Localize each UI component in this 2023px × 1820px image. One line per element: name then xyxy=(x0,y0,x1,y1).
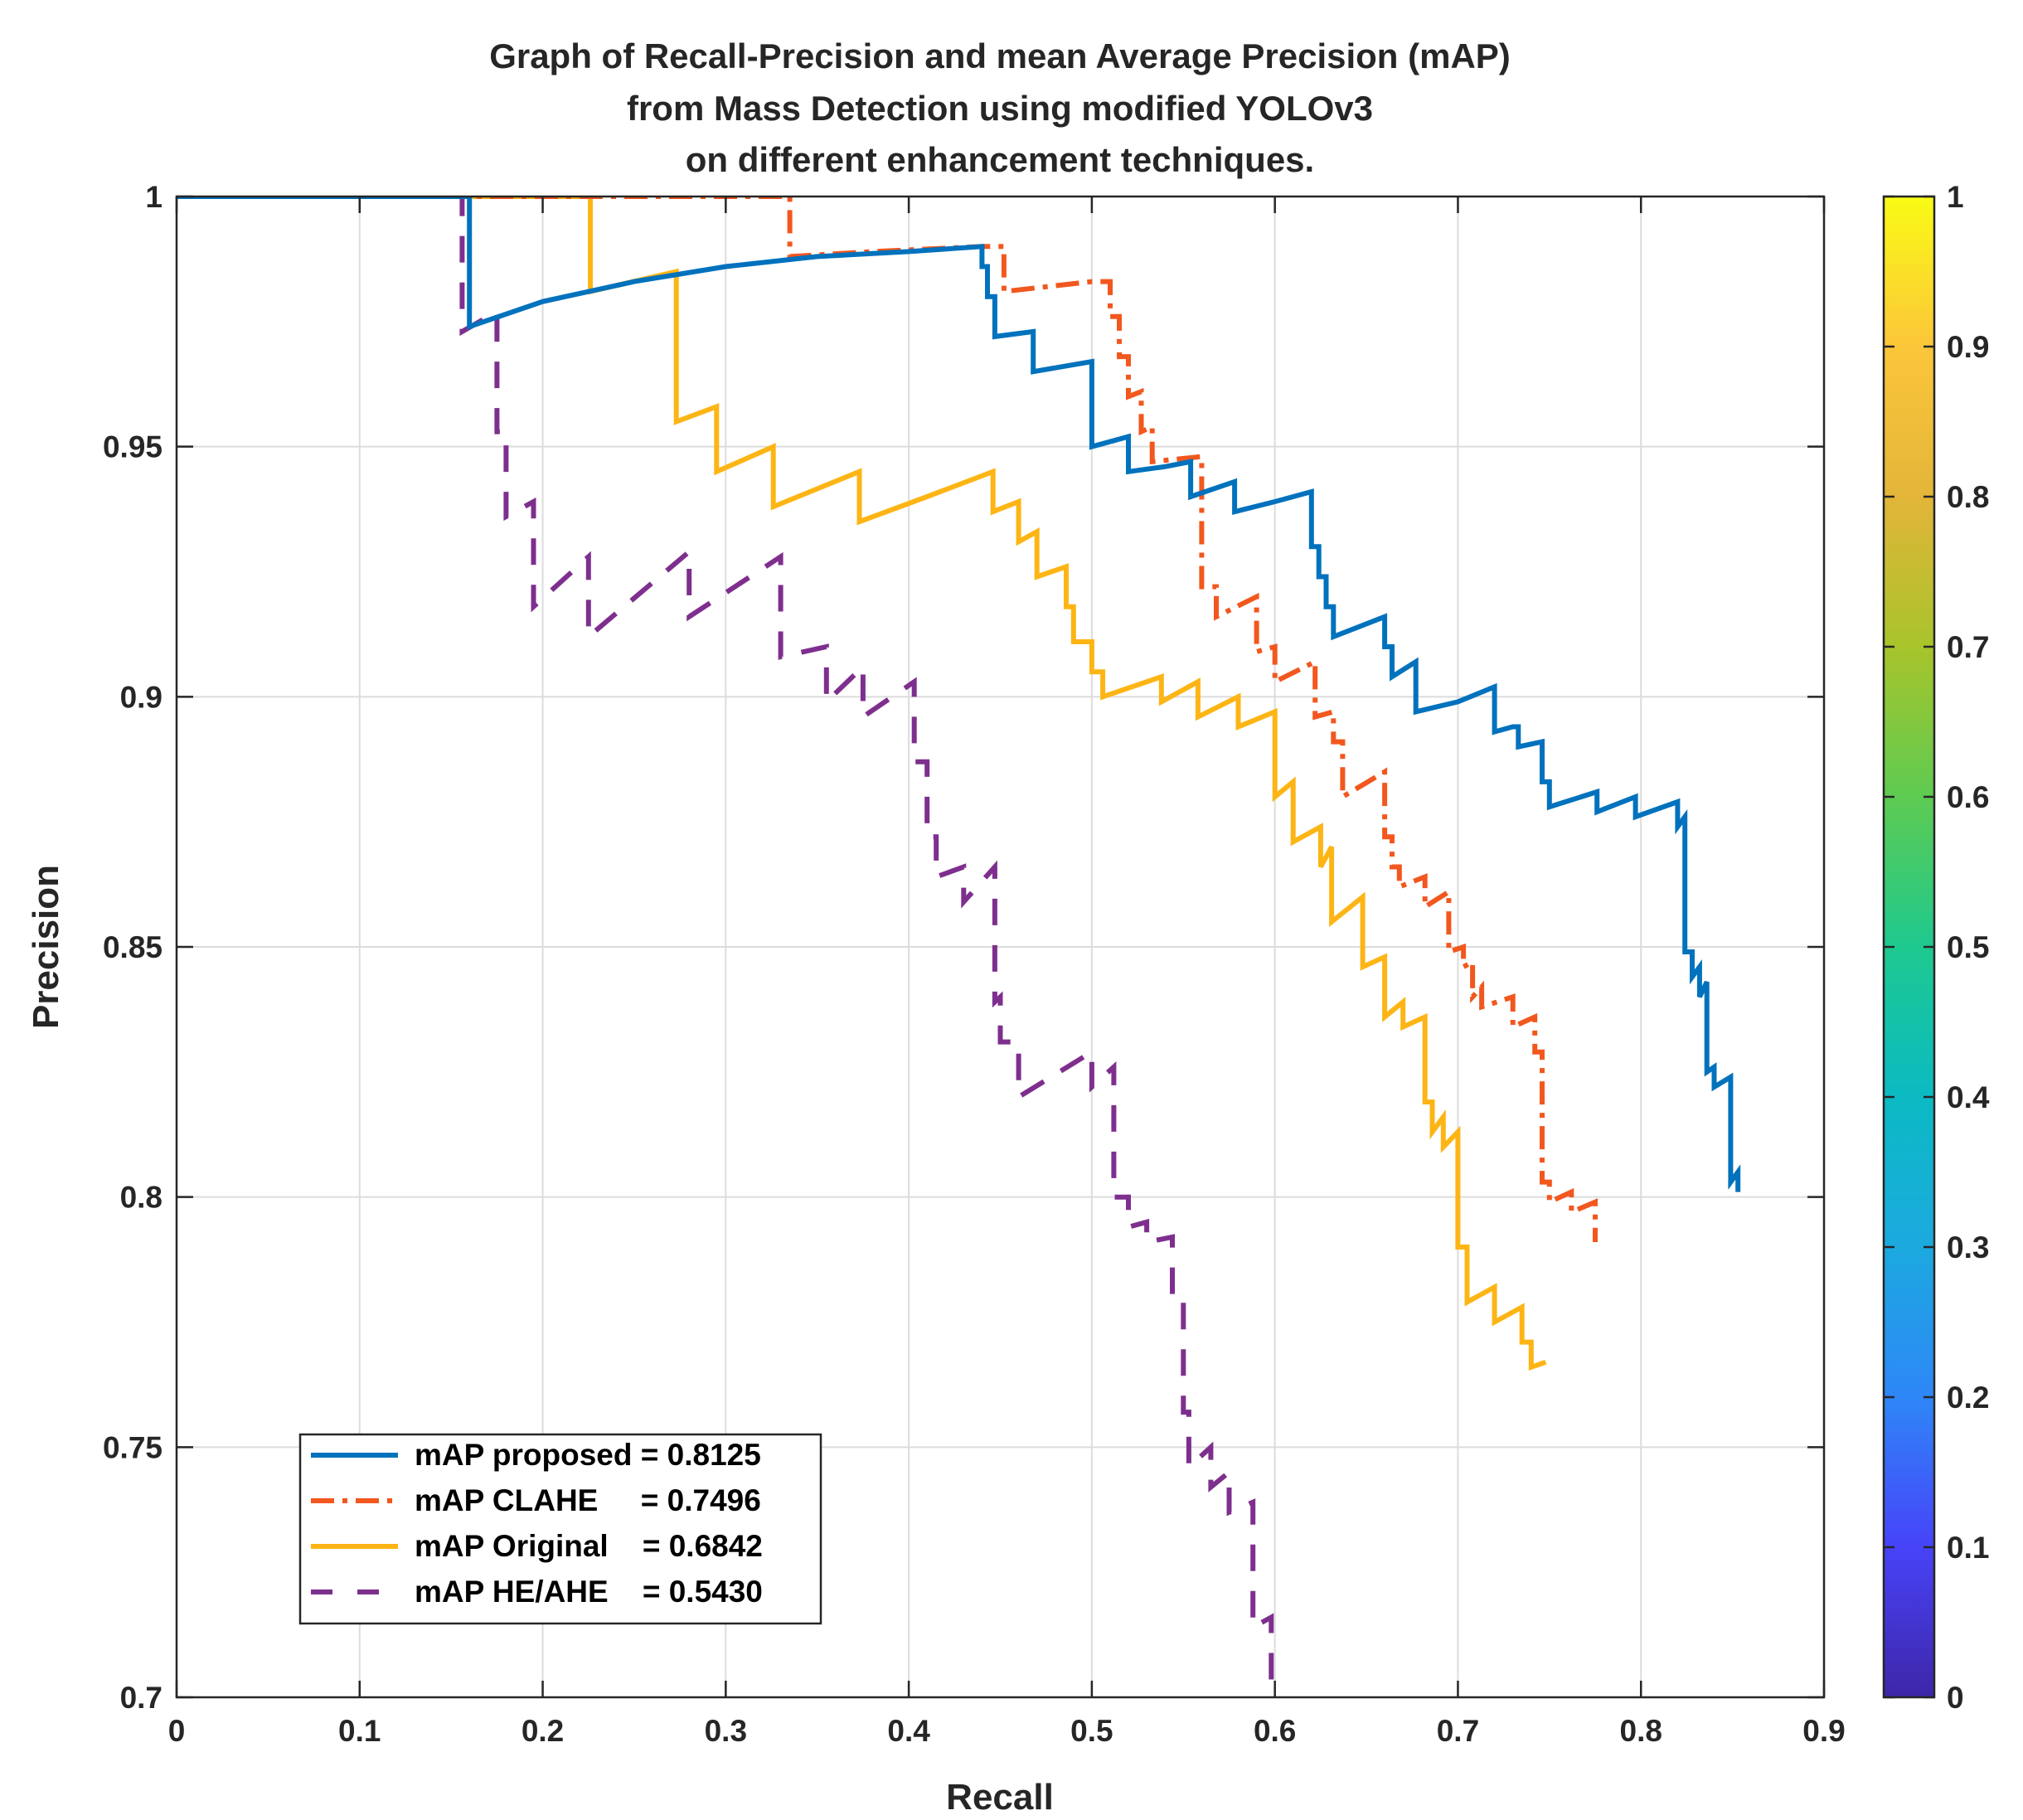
y-axis: 0.7 0.75 0.8 0.85 0.9 0.95 1 xyxy=(103,180,1824,1715)
series-line-3 xyxy=(177,197,1547,1371)
y-tick-label: 0.9 xyxy=(120,680,163,714)
x-tick-label: 0 xyxy=(168,1714,186,1748)
x-axis-label: Recall xyxy=(946,1777,1054,1818)
colorbar-tick-label: 0.8 xyxy=(1947,480,1989,514)
legend-label-2: mAP CLAHE = 0.7496 xyxy=(415,1483,761,1517)
colorbar-tick-label: 0 xyxy=(1947,1681,1964,1715)
colorbar-tick-label: 0.4 xyxy=(1947,1080,1990,1114)
x-tick-label: 0.9 xyxy=(1802,1714,1845,1748)
legend-label-3: mAP Original = 0.6842 xyxy=(415,1529,763,1563)
title-line-3: on different enhancement techniques. xyxy=(686,140,1314,179)
series-line-4 xyxy=(177,197,1274,1697)
series-layer xyxy=(177,197,1741,1697)
y-tick-label: 0.85 xyxy=(103,930,163,964)
legend-label-1: mAP proposed = 0.8125 xyxy=(415,1438,761,1472)
x-tick-label: 0.6 xyxy=(1254,1714,1296,1748)
legend-box xyxy=(298,1433,822,1625)
title-line-1: Graph of Recall-Precision and mean Avera… xyxy=(489,36,1511,75)
colorbar-tick-label: 0.2 xyxy=(1947,1381,1989,1415)
y-axis-label: Precision xyxy=(26,865,66,1029)
x-tick-label: 0.2 xyxy=(522,1714,564,1748)
series-line-1 xyxy=(177,197,1741,1192)
colorbar-tick-label: 0.7 xyxy=(1947,630,1989,664)
colorbar-tick-label: 0.5 xyxy=(1947,930,1989,964)
legend-label-4: mAP HE/AHE = 0.5430 xyxy=(415,1575,763,1609)
x-tick-label: 0.7 xyxy=(1437,1714,1479,1748)
x-axis: 0 0.1 0.2 0.3 0.4 0.5 0.6 0.7 0.8 0.9 xyxy=(168,197,1846,1748)
colorbar-tick-label: 0.3 xyxy=(1947,1230,1989,1264)
x-tick-label: 0.5 xyxy=(1070,1714,1113,1748)
x-tick-label: 0.1 xyxy=(338,1714,381,1748)
y-tick-label: 0.8 xyxy=(120,1181,163,1215)
y-tick-label: 1 xyxy=(145,180,163,214)
y-tick-label: 0.75 xyxy=(103,1430,163,1464)
chart-title: Graph of Recall-Precision and mean Avera… xyxy=(489,36,1511,179)
y-tick-label: 0.95 xyxy=(103,430,163,464)
legend: mAP proposed = 0.8125 mAP CLAHE = 0.7496 m… xyxy=(298,1433,822,1625)
title-line-2: from Mass Detection using modified YOLOv… xyxy=(627,89,1373,128)
series-line-2 xyxy=(177,197,1598,1242)
x-tick-label: 0.3 xyxy=(705,1714,747,1748)
x-tick-label: 0.8 xyxy=(1620,1714,1662,1748)
colorbar-tick-label: 0.9 xyxy=(1947,330,1989,364)
colorbar-tick-label: 1 xyxy=(1947,180,1964,214)
y-tick-label: 0.7 xyxy=(120,1681,163,1715)
colorbar: 0 0.1 0.2 0.3 0.4 0.5 0.6 0.7 0.8 0.9 1 xyxy=(1882,180,1990,1715)
colorbar-tick-label: 0.6 xyxy=(1947,780,1989,814)
colorbar-tick-label: 0.1 xyxy=(1947,1531,1989,1565)
x-tick-label: 0.4 xyxy=(887,1714,930,1748)
